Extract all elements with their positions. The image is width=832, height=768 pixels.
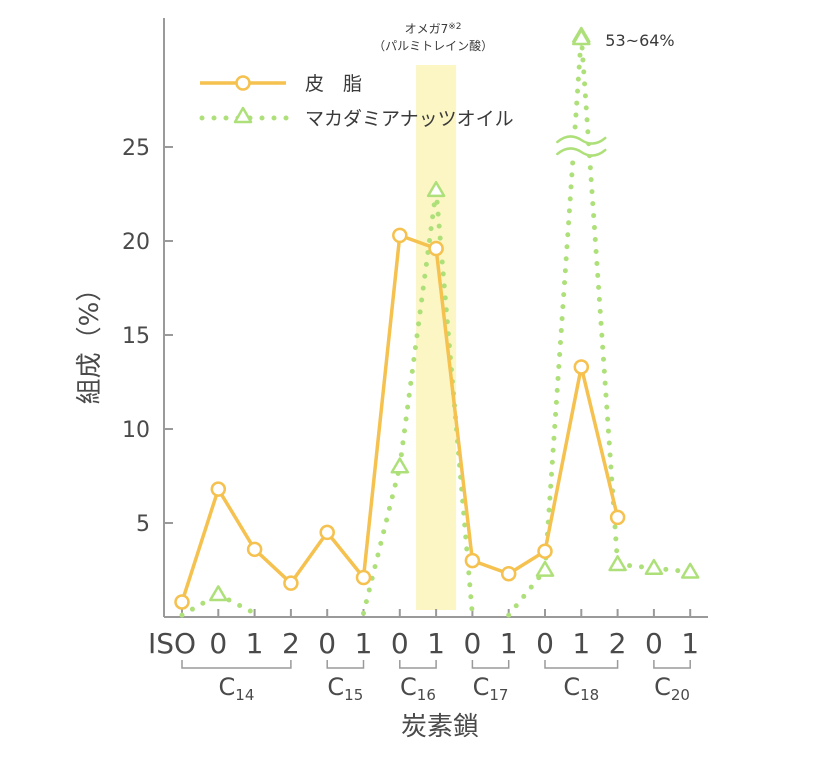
x-tick-label: 2 <box>282 627 300 660</box>
macadamia-marker <box>390 457 410 474</box>
x-tick-label: 1 <box>427 627 445 660</box>
legend: 皮 脂 マカダミアナッツオイル <box>199 73 514 130</box>
sebum-marker <box>428 240 444 257</box>
peak-annotation: 53~64% <box>605 31 674 50</box>
macadamia-segment <box>215 591 258 616</box>
sebum-marker <box>319 524 335 541</box>
sebum-marker <box>392 227 408 244</box>
y-tick-label: 25 <box>122 136 150 161</box>
legend-sebum-marker <box>235 75 251 91</box>
macadamia-marker <box>209 585 228 602</box>
y-tick-label: 20 <box>122 230 150 255</box>
omega7-annotation: オメガ7※2 <box>405 22 462 36</box>
series-layer <box>174 26 700 618</box>
axis-break-mark <box>556 147 607 157</box>
group-bracket <box>326 660 365 669</box>
group-bracket <box>544 660 619 669</box>
macadamia-segment <box>433 187 475 618</box>
group-label: C18 <box>563 673 599 704</box>
x-tick-label: 1 <box>500 627 518 660</box>
macadamia-segment <box>506 567 548 618</box>
y-axis-title: 組成（%） <box>75 276 105 405</box>
sebum-marker <box>210 481 227 497</box>
macadamia-marker <box>535 560 555 577</box>
x-axis-title: 炭素鎖 <box>401 712 479 742</box>
sebum-marker <box>355 569 372 586</box>
macadamia-segment <box>578 33 621 567</box>
sebum-marker <box>537 543 553 559</box>
macadamia-marker <box>644 558 664 575</box>
macadamia-marker <box>680 562 700 579</box>
sebum-marker <box>283 575 299 591</box>
x-tick-label: 0 <box>463 627 481 660</box>
legend-macadamia-marker <box>233 106 253 124</box>
macadamia-segment <box>397 187 439 470</box>
group-bracket <box>399 660 437 669</box>
x-tick-label: 0 <box>318 627 336 660</box>
palmitoleic-annotation: （パルミトレイン酸） <box>373 38 493 53</box>
x-tick-label: 0 <box>645 627 663 660</box>
legend-sebum-label: 皮 脂 <box>305 73 362 95</box>
sebum-marker <box>609 509 626 526</box>
sebum-marker <box>500 566 517 582</box>
x-tick-label: 1 <box>572 627 590 660</box>
group-bracket <box>653 660 691 669</box>
group-label: C16 <box>400 673 436 704</box>
omega7-highlight-band <box>416 65 457 610</box>
axis-break-mark <box>556 135 607 145</box>
macadamia-segment <box>361 464 403 616</box>
y-tick-label: 15 <box>122 324 150 349</box>
x-tick-label: 2 <box>609 627 627 660</box>
x-tick-label: ISO <box>148 627 196 660</box>
macadamia-marker <box>426 180 446 198</box>
x-tick-label: 0 <box>209 627 227 660</box>
group-label: C20 <box>654 673 690 704</box>
legend-macadamia-label: マカダミアナッツオイル <box>305 108 514 130</box>
x-tick-label: 0 <box>391 627 409 660</box>
sebum-marker <box>464 552 481 569</box>
y-tick-label: 5 <box>136 512 150 537</box>
sebum-marker <box>246 541 263 558</box>
sebum-marker <box>573 359 590 375</box>
omega7-label: オメガ7 <box>405 22 449 36</box>
y-tick-label: 10 <box>122 418 150 443</box>
x-tick-label: 1 <box>355 627 373 660</box>
group-label: C14 <box>219 673 255 704</box>
sebum-marker <box>174 594 190 610</box>
group-bracket <box>181 660 292 669</box>
x-tick-label: 0 <box>536 627 554 660</box>
group-label: C15 <box>327 673 363 704</box>
macadamia-segment <box>542 33 584 573</box>
macadamia-marker <box>608 555 627 572</box>
x-tick-label: 1 <box>246 627 264 660</box>
group-bracket <box>471 660 510 669</box>
peak-annotation-marker <box>572 28 591 46</box>
omega7-note: ※2 <box>448 22 461 32</box>
x-tick-label: 1 <box>681 627 699 660</box>
group-label: C17 <box>473 673 509 704</box>
